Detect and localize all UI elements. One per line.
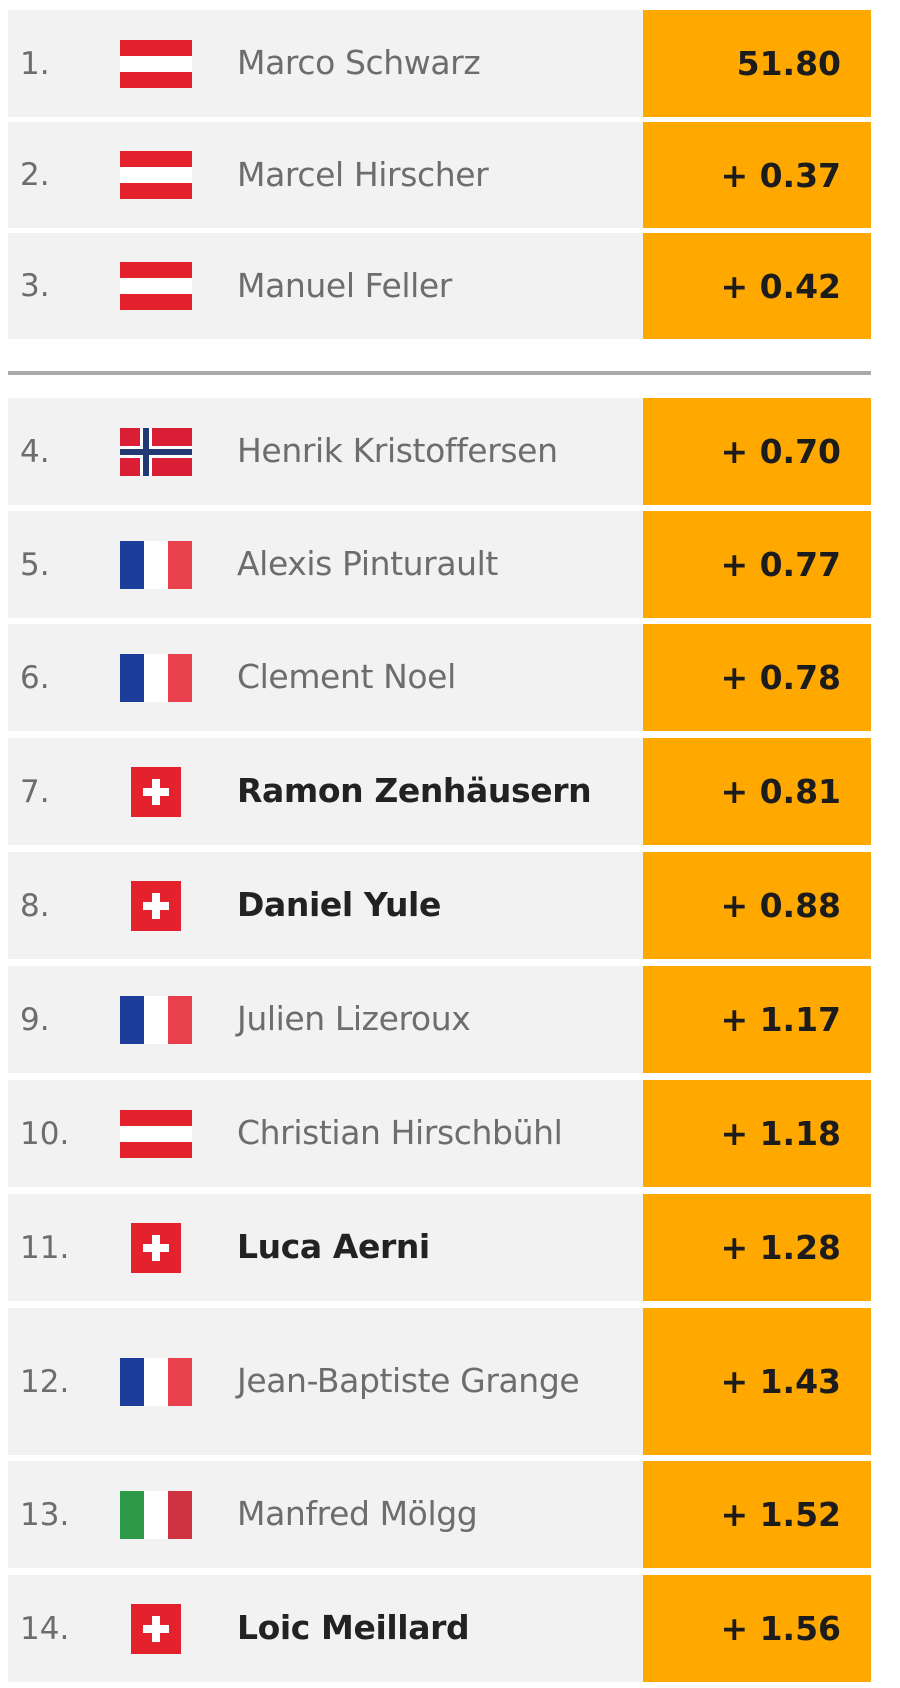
rank-label: 5.: [20, 546, 50, 583]
rank-label: 9.: [20, 1001, 50, 1038]
time-value: + 0.88: [643, 852, 871, 959]
athlete-name: Christian Hirschbühl: [237, 1113, 563, 1153]
result-row: 5. Alexis Pinturault + 0.77: [8, 511, 871, 618]
time-value: + 0.37: [643, 122, 871, 228]
athlete-name: Manfred Mölgg: [237, 1494, 478, 1534]
time-value: + 0.78: [643, 624, 871, 731]
result-row: 3. Manuel Feller + 0.42: [8, 233, 871, 339]
switzerland-flag-icon: [98, 766, 213, 817]
result-row: 9. Julien Lizeroux + 1.17: [8, 966, 871, 1073]
athlete-name: Loic Meillard: [237, 1608, 470, 1648]
athlete-name: Jean-Baptiste Grange: [237, 1361, 580, 1401]
time-value: + 0.81: [643, 738, 871, 845]
norway-flag-icon: [98, 427, 213, 476]
rank-label: 6.: [20, 659, 50, 696]
time-value: + 1.52: [643, 1461, 871, 1568]
rank-label: 3.: [20, 268, 50, 304]
switzerland-flag-icon: [98, 880, 213, 931]
result-row: 7. Ramon Zenhäusern + 0.81: [8, 738, 871, 845]
podium-divider: [8, 371, 871, 375]
rank-label: 7.: [20, 773, 50, 810]
austria-flag-icon: [98, 151, 213, 199]
rank-label: 1.: [20, 45, 50, 82]
france-flag-icon: [98, 653, 213, 702]
rank-label: 11.: [20, 1229, 70, 1266]
result-row: 1. Marco Schwarz 51.80: [8, 10, 871, 117]
time-value: + 0.77: [643, 511, 871, 618]
athlete-name: Daniel Yule: [237, 885, 441, 925]
result-row: 4. Henrik Kristoffersen + 0.70: [8, 398, 871, 505]
time-value: + 1.28: [643, 1194, 871, 1301]
result-row: 12. Jean-Baptiste Grange + 1.43: [8, 1308, 871, 1455]
rank-label: 4.: [20, 433, 50, 470]
austria-flag-icon: [98, 262, 213, 310]
rank-label: 12.: [20, 1363, 70, 1400]
rank-label: 2.: [20, 157, 50, 193]
athlete-name: Manuel Feller: [237, 265, 452, 305]
athlete-name: Julien Lizeroux: [237, 999, 471, 1039]
time-value: + 0.70: [643, 398, 871, 505]
france-flag-icon: [98, 540, 213, 589]
switzerland-flag-icon: [98, 1603, 213, 1654]
athlete-name: Alexis Pinturault: [237, 544, 498, 584]
athlete-name: Luca Aerni: [237, 1227, 430, 1267]
athlete-name: Marco Schwarz: [237, 43, 481, 83]
time-value: 51.80: [643, 10, 871, 117]
austria-flag-icon: [98, 1109, 213, 1158]
austria-flag-icon: [98, 39, 213, 88]
time-value: + 1.56: [643, 1575, 871, 1682]
athlete-name: Henrik Kristoffersen: [237, 431, 558, 471]
rank-label: 14.: [20, 1610, 70, 1647]
france-flag-icon: [98, 995, 213, 1044]
time-value: + 1.17: [643, 966, 871, 1073]
athlete-name: Marcel Hirscher: [237, 154, 489, 194]
time-value: + 1.18: [643, 1080, 871, 1187]
result-row: 6. Clement Noel + 0.78: [8, 624, 871, 731]
italy-flag-icon: [98, 1490, 213, 1539]
france-flag-icon: [98, 1357, 213, 1406]
time-value: + 1.43: [643, 1308, 871, 1455]
time-value: + 0.42: [643, 233, 871, 339]
rank-label: 10.: [20, 1115, 70, 1152]
athlete-name: Ramon Zenhäusern: [237, 771, 592, 811]
rank-label: 8.: [20, 887, 50, 924]
result-row: 8. Daniel Yule + 0.88: [8, 852, 871, 959]
result-row: 10. Christian Hirschbühl + 1.18: [8, 1080, 871, 1187]
result-row: 11. Luca Aerni + 1.28: [8, 1194, 871, 1301]
switzerland-flag-icon: [98, 1222, 213, 1273]
rank-label: 13.: [20, 1496, 70, 1533]
result-row: 14. Loic Meillard + 1.56: [8, 1575, 871, 1682]
result-row: 2. Marcel Hirscher + 0.37: [8, 122, 871, 228]
athlete-name: Clement Noel: [237, 657, 456, 697]
result-row: 13. Manfred Mölgg + 1.52: [8, 1461, 871, 1568]
